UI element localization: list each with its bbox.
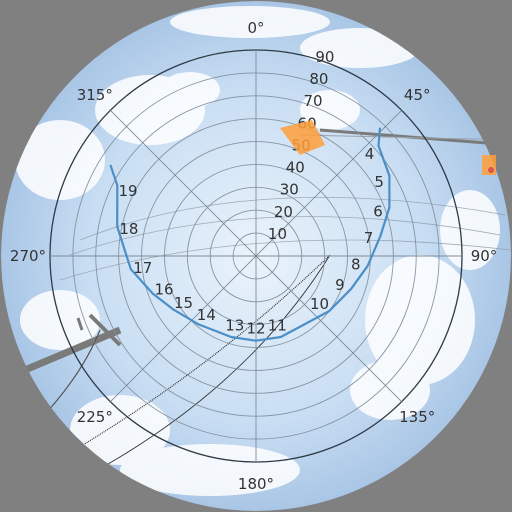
grid-spoke-135 bbox=[255, 255, 402, 402]
sun-hour-label: 15 bbox=[174, 294, 193, 312]
sun-marker bbox=[280, 120, 325, 155]
grid-spoke-315 bbox=[110, 110, 257, 257]
azimuth-tick-label: 0° bbox=[247, 19, 264, 37]
sun-hour-label: 5 bbox=[374, 173, 384, 191]
radial-tick-label: 40 bbox=[286, 159, 305, 177]
sun-markers bbox=[280, 120, 496, 175]
sun-hour-label: 13 bbox=[225, 317, 244, 335]
sun-hour-label: 8 bbox=[351, 256, 361, 274]
sun-dot bbox=[488, 167, 494, 173]
azimuth-tick-label: 315° bbox=[77, 86, 113, 104]
radial-tick-label: 80 bbox=[309, 70, 328, 88]
sun-hour-label: 16 bbox=[154, 280, 173, 298]
clouds bbox=[15, 6, 500, 496]
sun-path bbox=[109, 127, 391, 342]
sun-path-line bbox=[109, 127, 391, 342]
grid-spoke-45 bbox=[255, 110, 402, 257]
sun-hour-label: 19 bbox=[118, 182, 137, 200]
sun-hour-label: 14 bbox=[197, 306, 216, 324]
azimuth-tick-label: 270° bbox=[10, 247, 46, 265]
sun-hour-label: 12 bbox=[246, 320, 265, 338]
sun-hour-label: 11 bbox=[268, 317, 287, 335]
radial-tick-label: 10 bbox=[268, 225, 287, 243]
grid-spoke-225 bbox=[110, 255, 257, 402]
azimuth-tick-labels: 0° 45° 90° 135° 180° 225° 270° 315° bbox=[10, 19, 497, 493]
sun-hour-label: 10 bbox=[310, 295, 329, 313]
sun-hour-label: 7 bbox=[364, 229, 374, 247]
radial-tick-label: 30 bbox=[280, 181, 299, 199]
azimuth-tick-label: 225° bbox=[77, 408, 113, 426]
radial-tick-label: 90 bbox=[315, 48, 334, 66]
sun-hour-label: 9 bbox=[335, 276, 345, 294]
azimuth-tick-label: 180° bbox=[238, 475, 274, 493]
sun-hour-label: 6 bbox=[373, 203, 383, 221]
radial-tick-label: 70 bbox=[303, 92, 322, 110]
sun-hour-label: 18 bbox=[119, 220, 138, 238]
azimuth-tick-label: 45° bbox=[404, 86, 431, 104]
sun-hour-label: 4 bbox=[365, 145, 375, 163]
utility-pole-right bbox=[299, 128, 511, 147]
azimuth-tick-label: 135° bbox=[399, 408, 435, 426]
radial-tick-label: 20 bbox=[274, 203, 293, 221]
azimuth-grid bbox=[50, 50, 462, 462]
azimuth-tick-label: 90° bbox=[471, 247, 498, 265]
sun-hour-label: 17 bbox=[133, 259, 152, 277]
